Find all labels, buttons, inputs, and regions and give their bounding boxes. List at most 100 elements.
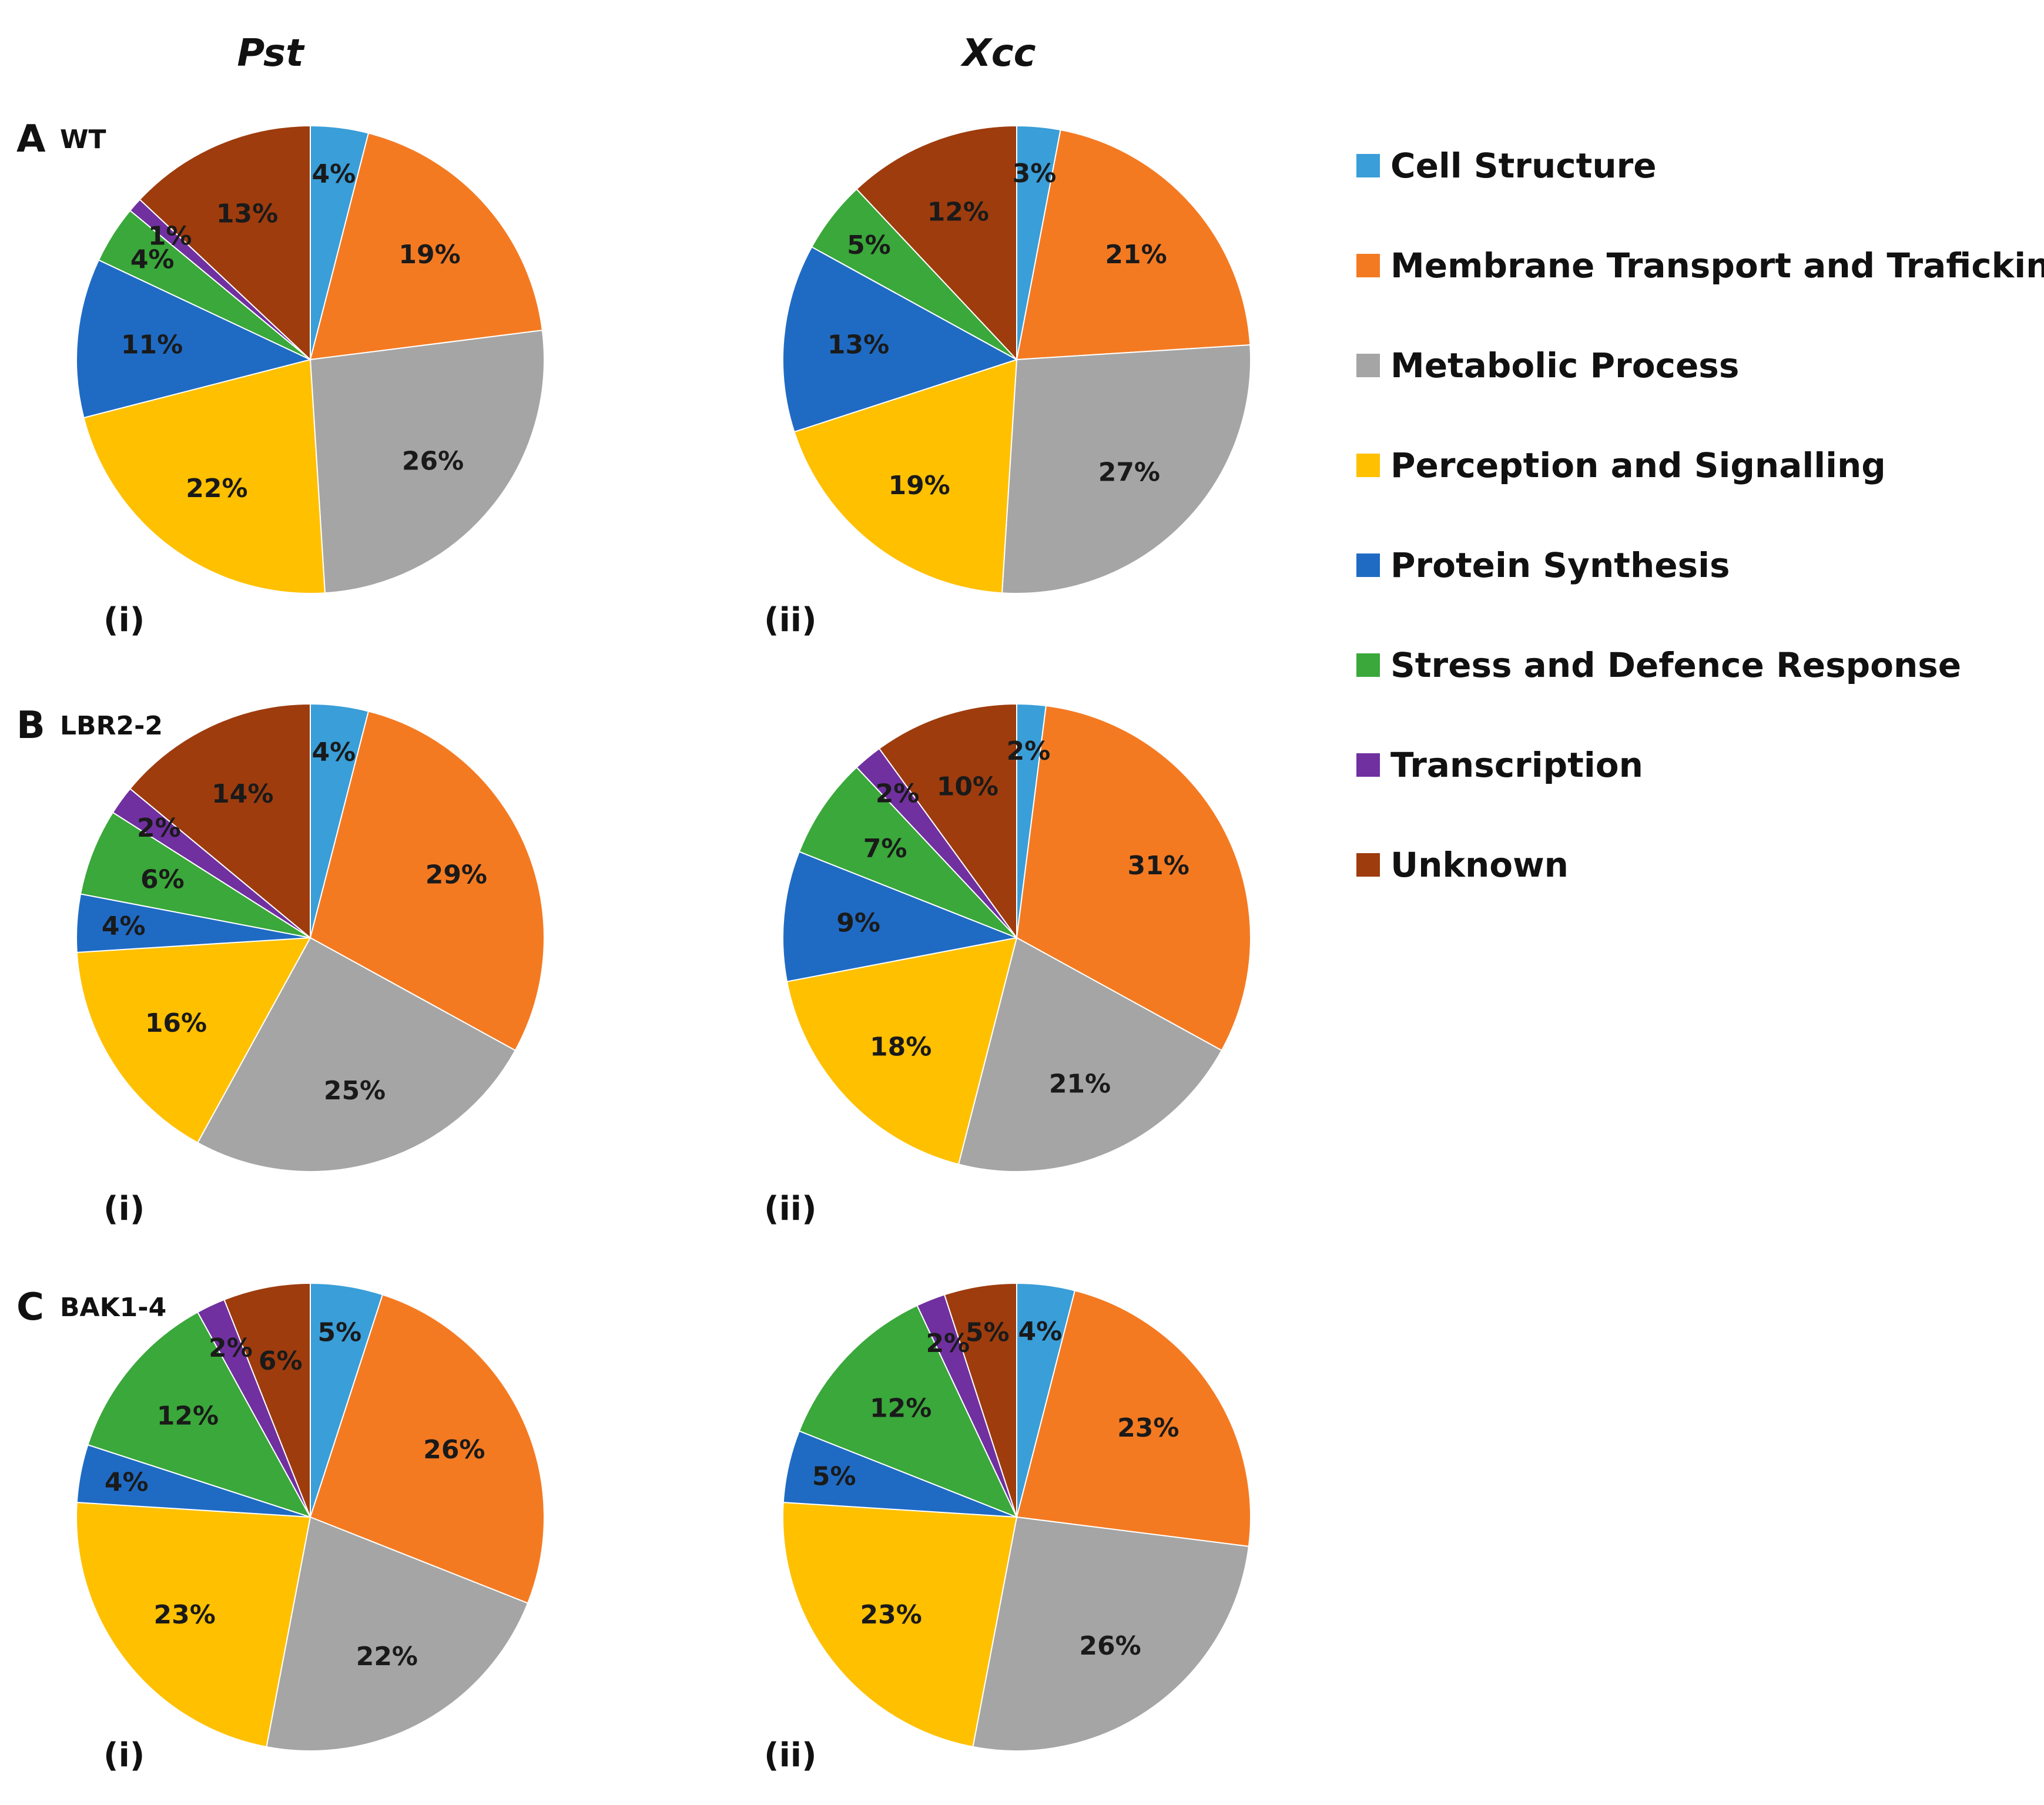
data-label-membrane-transport: 21% (1105, 240, 1167, 270)
pie-slice-membrane-transport (309, 710, 545, 1052)
data-label-cell-structure: 2% (1007, 736, 1051, 766)
data-label-unknown: 5% (966, 1318, 1010, 1348)
legend-swatch-cell-structure (1356, 154, 1380, 177)
pie-slice-protein-synthesis (782, 851, 1019, 982)
pie-bak1-4-pst: 5% 26% 22% 23% 4% 12% 2% 6% (76, 1282, 545, 1752)
pie-slice-perception-signalling (782, 1501, 1018, 1748)
legend-swatch-stress-defence (1356, 653, 1380, 677)
data-label-stress-defence: 7% (863, 834, 907, 864)
pie-slice-metabolic-process (309, 329, 545, 594)
pie-slice-protein-synthesis (782, 246, 1018, 433)
data-label-cell-structure: 3% (1013, 159, 1057, 189)
pie-lbr2-2-pst: 4% 29% 25% 16% 4% 6% 2% 14% (76, 703, 545, 1172)
pie-slice-stress-defence (798, 1304, 1018, 1518)
data-label-perception-signalling: 19% (888, 471, 950, 501)
data-label-stress-defence: 5% (847, 230, 891, 260)
data-label-perception-signalling: 18% (870, 1032, 931, 1062)
data-label-unknown: 13% (216, 199, 278, 229)
data-label-cell-structure: 5% (317, 1318, 361, 1348)
legend-label-transcription: Transcription (1390, 745, 1643, 785)
legend-label-membrane-transport: Membrane Transport and Traficking (1390, 246, 2044, 286)
pie-slice-unknown (856, 125, 1017, 361)
row-letter-c: C (16, 1286, 44, 1329)
data-label-perception-signalling: 23% (153, 1600, 215, 1630)
pie-slice-membrane-transport (1016, 705, 1251, 1052)
panel-label-c-i: (i) (103, 1736, 145, 1774)
legend-swatch-metabolic-process (1356, 354, 1380, 377)
data-label-metabolic-process: 26% (1079, 1631, 1141, 1661)
data-label-unknown: 14% (212, 779, 273, 809)
pie-slice-stress-defence (79, 811, 311, 938)
data-label-cell-structure: 4% (312, 737, 356, 767)
data-label-cell-structure: 4% (312, 159, 356, 189)
data-label-cell-structure: 4% (1018, 1317, 1063, 1347)
data-label-metabolic-process: 21% (1049, 1069, 1111, 1099)
pie-lbr2-2-xcc: 2% 31% 21% 18% 9% 7% 2% 10% (782, 703, 1251, 1173)
data-label-perception-signalling: 22% (186, 474, 247, 504)
data-label-transcription: 2% (926, 1328, 970, 1358)
data-label-metabolic-process: 25% (324, 1076, 386, 1106)
pie-slice-membrane-transport (309, 132, 543, 361)
data-label-protein-synthesis: 13% (827, 330, 889, 360)
pie-slice-perception-signalling (76, 1501, 311, 1748)
data-label-protein-synthesis: 11% (121, 330, 183, 360)
panel-label-b-i: (i) (103, 1190, 145, 1228)
pie-slice-metabolic-process (196, 937, 517, 1172)
row-name-lbr2-2: LBR2-2 (60, 711, 163, 741)
panel-label-a-ii: (ii) (764, 601, 817, 639)
legend-swatch-transcription (1356, 753, 1380, 777)
data-label-unknown: 6% (259, 1346, 303, 1376)
data-label-transcription: 2% (209, 1333, 253, 1363)
column-header-xcc: Xcc (960, 32, 1036, 75)
pie-slice-perception-signalling (83, 358, 326, 594)
row-name-bak1-4: BAK1-4 (60, 1293, 166, 1323)
panel-label-c-ii: (ii) (764, 1736, 817, 1774)
legend-label-perception-signalling: Perception and Signalling (1390, 445, 1886, 485)
legend-swatch-membrane-transport (1356, 254, 1380, 277)
pie-slice-metabolic-process (1001, 344, 1251, 594)
data-label-stress-defence: 6% (140, 864, 185, 894)
pie-slice-unknown (129, 703, 311, 940)
legend-swatch-protein-synthesis (1356, 553, 1380, 577)
pie-slice-unknown (878, 703, 1017, 940)
data-label-unknown: 12% (927, 197, 989, 227)
pie-slice-perception-signalling (786, 937, 1018, 1165)
data-label-protein-synthesis: 5% (812, 1462, 856, 1492)
pie-slice-metabolic-process (972, 1516, 1249, 1752)
data-label-stress-defence: 4% (130, 244, 175, 274)
pie-slice-metabolic-process (266, 1516, 529, 1752)
pie-slice-metabolic-process (957, 937, 1223, 1173)
row-name-wt: WT (60, 125, 106, 155)
column-header-pst: Pst (237, 32, 305, 75)
data-label-metabolic-process: 26% (402, 447, 464, 477)
legend-label-stress-defence: Stress and Defence Response (1390, 645, 1961, 685)
data-label-perception-signalling: 23% (860, 1600, 922, 1630)
data-label-protein-synthesis: 4% (102, 911, 146, 941)
pie-wt-pst: 4%19%26%22%11%4%1%13% (76, 125, 545, 594)
pie-slice-protein-synthesis (76, 259, 312, 419)
pie-slice-stress-defence (87, 1311, 312, 1518)
pie-bak1-4-xcc: 4%23%26%23%5%12%2%5% (782, 1282, 1251, 1752)
panel-label-a-i: (i) (103, 601, 145, 639)
data-label-metabolic-process: 22% (356, 1642, 418, 1672)
row-letter-a: A (16, 118, 46, 161)
row-letter-b: B (16, 704, 45, 747)
pie-slice-unknown (139, 125, 311, 361)
data-label-membrane-transport: 29% (425, 860, 487, 890)
pie-slice-perception-signalling (76, 937, 311, 1144)
legend-swatch-perception-signalling (1356, 454, 1380, 477)
data-label-membrane-transport: 23% (1117, 1413, 1179, 1443)
panel-label-b-ii: (ii) (764, 1190, 817, 1228)
data-label-perception-signalling: 16% (145, 1008, 207, 1038)
data-label-membrane-transport: 31% (1127, 851, 1189, 881)
data-label-membrane-transport: 19% (398, 240, 460, 270)
pie-slice-unknown (943, 1282, 1017, 1518)
pie-slice-membrane-transport (1016, 1290, 1251, 1547)
legend: Cell Structure Membrane Transport and Tr… (1356, 146, 2044, 885)
pie-slice-membrane-transport (1016, 129, 1251, 361)
data-label-unknown: 10% (937, 772, 998, 802)
data-label-transcription: 1% (148, 221, 192, 251)
data-label-protein-synthesis: 4% (105, 1467, 149, 1497)
data-label-metabolic-process: 27% (1098, 457, 1160, 487)
